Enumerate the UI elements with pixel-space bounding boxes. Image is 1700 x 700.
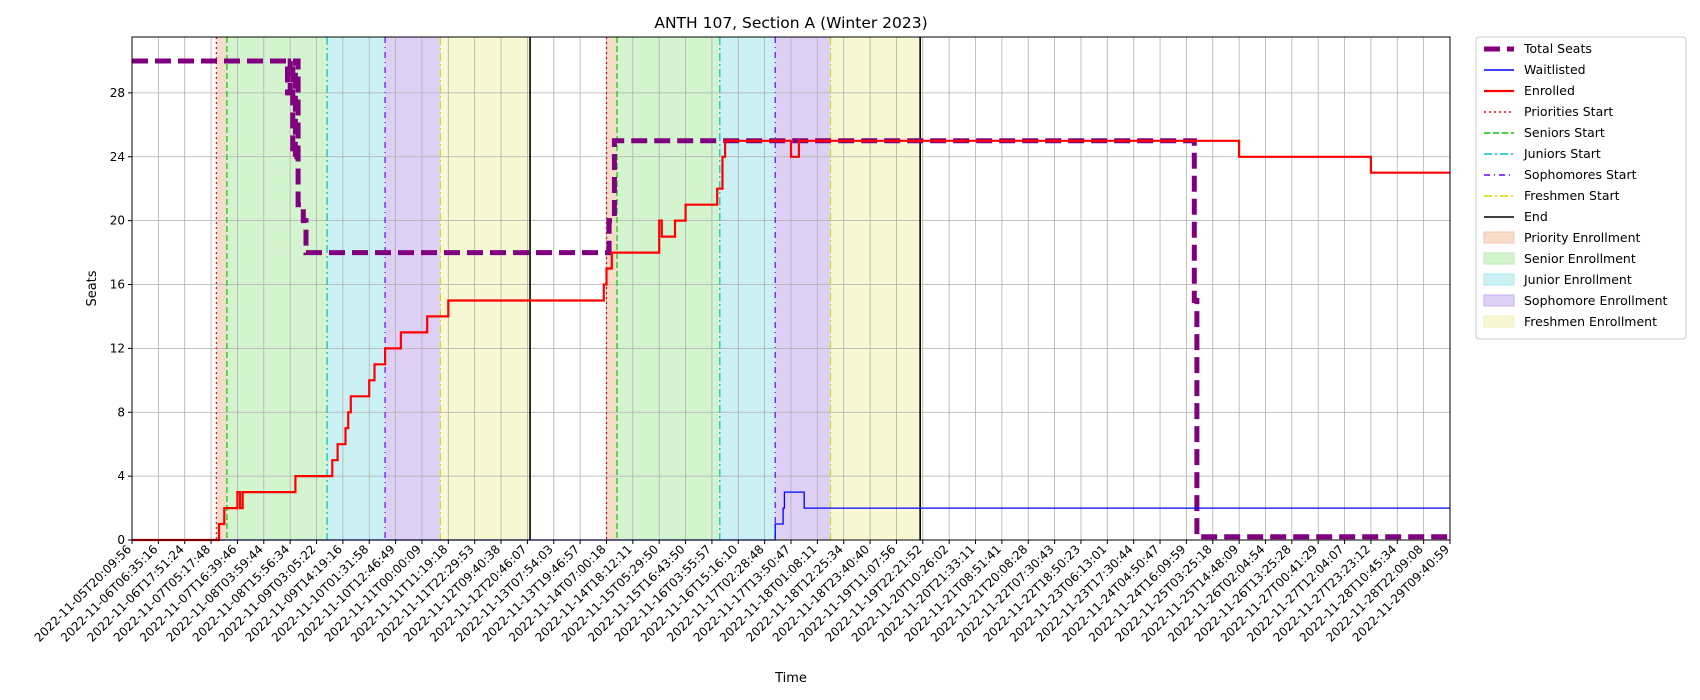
legend-label: Junior Enrollment [1523,272,1632,287]
legend-item: Freshmen Enrollment [1483,314,1657,329]
y-tick-label: 0 [117,533,125,547]
legend-item: Junior Enrollment [1483,272,1632,287]
legend-label: Freshmen Enrollment [1524,314,1657,329]
legend-label: Total Seats [1523,41,1592,56]
legend-item: Priority Enrollment [1483,230,1641,245]
legend-swatch [1483,273,1515,286]
phase-band-3-1 [775,37,831,540]
legend-item: Seniors Start [1484,125,1605,140]
chart-title: ANTH 107, Section A (Winter 2023) [654,14,927,32]
series-lines [132,58,1450,542]
legend-swatch [1483,315,1515,328]
legend-item: Total Seats [1484,41,1592,56]
phase-band-4-1 [830,37,921,540]
legend-item: Freshmen Start [1484,188,1620,203]
legend-item: Sophomore Enrollment [1483,293,1668,308]
legend-label: Juniors Start [1523,146,1601,161]
legend-label: Waitlisted [1524,62,1586,77]
x-axis-label: Time [774,671,807,686]
legend-item: End [1484,209,1548,224]
y-tick-label: 24 [110,150,125,164]
y-axis-label: Seats [85,270,100,306]
x-ticks: 2022-11-05T20:09:562022-11-06T06:35:1620… [32,540,1452,645]
y-tick-label: 4 [117,469,125,483]
phase-band-2-0 [327,37,386,540]
phase-band-4-0 [440,37,531,540]
legend-box [1475,36,1687,340]
y-tick-label: 8 [117,405,125,419]
legend-label: End [1524,209,1548,224]
phase-band-3-0 [385,37,441,540]
legend-item: Sophomores Start [1484,167,1637,182]
y-tick-label: 28 [110,86,125,100]
legend-label: Priorities Start [1524,104,1613,119]
series-1-line [132,491,1450,541]
phase-lines [215,37,921,540]
y-tick-label: 20 [110,214,125,228]
legend-label: Sophomores Start [1524,167,1637,182]
legend: Total Seats Waitlisted Enrolled Priorities … [1475,36,1687,340]
phase-bands [216,37,921,540]
y-tick-label: 16 [110,278,125,292]
y-tick-label: 12 [110,341,125,355]
phase-band-0-1 [606,37,618,540]
series-2-line [132,139,1450,542]
legend-item: Waitlisted [1484,62,1586,77]
legend-item: Senior Enrollment [1483,251,1636,266]
legend-item: Priorities Start [1484,104,1613,119]
legend-swatch [1483,294,1515,307]
phase-band-1-1 [617,37,720,540]
legend-item: Enrolled [1484,83,1575,98]
legend-swatch [1483,231,1515,244]
legend-label: Freshmen Start [1524,188,1620,203]
legend-label: Sophomore Enrollment [1524,293,1668,308]
legend-item: Juniors Start [1484,146,1601,161]
legend-label: Seniors Start [1524,125,1605,140]
legend-label: Senior Enrollment [1524,251,1636,266]
legend-label: Enrolled [1524,83,1575,98]
y-ticks: 0 4 8 12 16 20 24 28 [110,86,132,547]
phase-band-0-0 [216,37,227,540]
legend-label: Priority Enrollment [1524,230,1641,245]
legend-swatch [1483,252,1515,265]
phase-band-2-1 [719,37,776,540]
phase-band-1-0 [226,37,328,540]
